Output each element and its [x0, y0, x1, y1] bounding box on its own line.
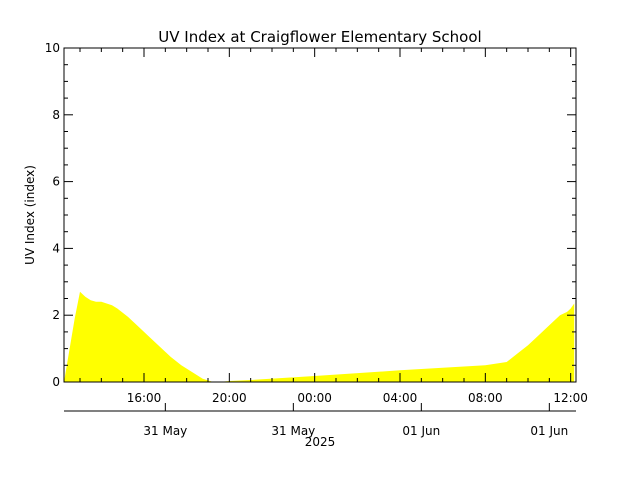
chart-title: UV Index at Craigflower Elementary Schoo…	[158, 28, 481, 46]
x-axis-year-label: 2025	[305, 435, 336, 449]
x-date-tick-label: 31 May	[271, 424, 315, 438]
y-tick-label: 4	[52, 241, 60, 255]
x-date-tick-label: 01 Jun	[530, 424, 568, 438]
x-time-tick-label: 12:00	[553, 391, 588, 405]
x-time-tick-label: 04:00	[383, 391, 418, 405]
uv-area-series	[64, 291, 575, 382]
y-tick-label: 8	[52, 108, 60, 122]
y-tick-label: 10	[45, 41, 60, 55]
x-date-tick-label: 01 Jun	[402, 424, 440, 438]
y-axis-label: UV Index (index)	[23, 165, 37, 265]
plot-area: 0 2 4 6 8 10 16:00 20:00 00:00 04:00 08:00 12:00 31 …	[45, 41, 588, 438]
x-time-tick-label: 08:00	[468, 391, 503, 405]
x-time-tick-label: 16:00	[127, 391, 162, 405]
x-date-tick-label: 31 May	[143, 424, 187, 438]
y-tick-label: 2	[52, 308, 60, 322]
y-tick-label: 6	[52, 175, 60, 189]
x-time-tick-label: 00:00	[297, 391, 332, 405]
x-time-tick-label: 20:00	[212, 391, 247, 405]
y-tick-label: 0	[52, 375, 60, 389]
